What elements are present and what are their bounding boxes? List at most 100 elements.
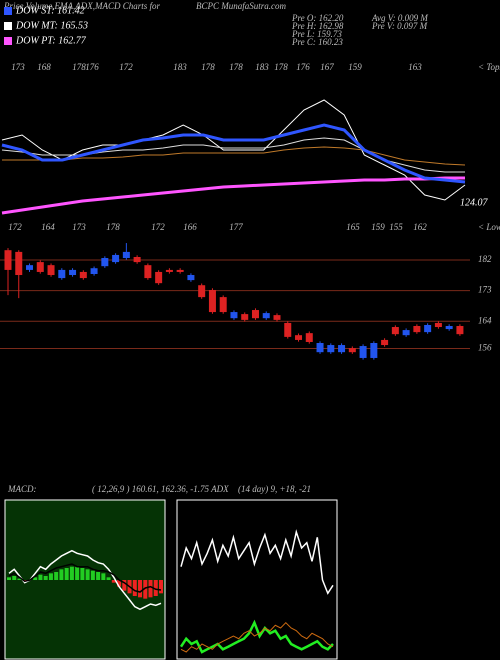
macd-bar: [43, 576, 48, 580]
candle-body: [155, 271, 163, 284]
top-label: 163: [408, 62, 422, 72]
low-label: 172: [8, 222, 22, 232]
candle-body: [445, 326, 453, 330]
legend-label: DOW PT: 162.77: [15, 35, 87, 46]
macd-bar: [117, 580, 122, 587]
macd-bar: [80, 568, 85, 580]
candle-body: [187, 275, 195, 281]
candle-body: [144, 265, 152, 279]
macd-bar: [122, 580, 127, 591]
candle-body: [241, 314, 249, 320]
level-label: 156: [478, 343, 492, 353]
macd-bar: [75, 566, 80, 580]
legend-label: DOW MT: 165.53: [15, 20, 88, 31]
candle-body: [122, 251, 130, 259]
candle-body: [15, 251, 23, 276]
top-label: 183: [173, 62, 187, 72]
candle-body: [295, 335, 303, 340]
macd-bar: [90, 570, 95, 580]
candle-body: [230, 312, 238, 319]
legend-swatch: [4, 37, 12, 45]
site-name: BCPC MunafaSutra.com: [196, 1, 286, 11]
candle-body: [208, 289, 216, 313]
candle-body: [165, 269, 173, 272]
info-text: Pre L: 159.73: [291, 29, 342, 39]
low-label: 159: [371, 222, 385, 232]
macd-bar: [12, 576, 17, 580]
info-text: Pre V: 0.097 M: [371, 21, 428, 31]
top-label: 183: [255, 62, 269, 72]
page-title: Price,Volume,EMA,ADX,MACD Charts for: [3, 1, 160, 11]
low-label: 178: [106, 222, 120, 232]
candle-body: [79, 271, 87, 279]
info-text: Pre O: 162.20: [291, 13, 344, 23]
candle-body: [338, 345, 346, 353]
top-label: 176: [85, 62, 99, 72]
candle-body: [112, 254, 120, 263]
macd-bar: [132, 580, 137, 596]
candle-body: [456, 326, 464, 335]
candle-body: [90, 268, 98, 274]
legend-swatch: [4, 7, 12, 15]
candle-body: [47, 265, 55, 276]
macd-bar: [111, 580, 116, 583]
low-label: 166: [183, 222, 197, 232]
top-label: 178: [201, 62, 215, 72]
candle-body: [219, 297, 227, 313]
candle-body: [391, 327, 399, 335]
macd-bar: [159, 580, 163, 594]
top-label: 178: [274, 62, 288, 72]
legend-swatch: [4, 22, 12, 30]
candle-body: [434, 322, 442, 328]
adx-title: (14 day) 9, +18, -21: [238, 484, 311, 494]
low-label: 172: [151, 222, 165, 232]
adx-line: [180, 529, 334, 595]
macd-bar: [69, 566, 74, 580]
low-label: 162: [413, 222, 427, 232]
top-label: 178: [72, 62, 86, 72]
low-label: 177: [229, 222, 243, 232]
low-label: 165: [346, 222, 360, 232]
low-label: 164: [41, 222, 55, 232]
ema-line: [1, 123, 466, 184]
macd-line: [8, 549, 162, 611]
candle-body: [26, 265, 34, 270]
candle-body: [4, 250, 12, 270]
candle-body: [101, 258, 109, 267]
macd-bar: [33, 577, 38, 580]
macd-bar: [101, 573, 106, 580]
macd-line: [8, 563, 162, 593]
candle-body: [305, 333, 313, 342]
macd-bar: [59, 569, 64, 580]
candle-body: [413, 326, 421, 333]
top-label: 178: [229, 62, 243, 72]
lows-label: < Lows: [478, 222, 500, 232]
candle-body: [381, 339, 389, 346]
macd-bar: [85, 569, 90, 580]
top-label: 167: [320, 62, 334, 72]
macd-subtitle: ( 12,26,9 ) 160.61, 162.36, -1.75 ADX: [92, 484, 229, 494]
ema-line: [1, 176, 465, 215]
tops-label: < Tops: [478, 62, 500, 72]
top-label: 172: [119, 62, 133, 72]
macd-bar: [143, 580, 148, 599]
candle-body: [284, 322, 292, 337]
top-label: 159: [348, 62, 362, 72]
macd-bar: [54, 572, 59, 580]
macd-bar: [7, 577, 11, 580]
adx-line: [180, 621, 334, 653]
info-text: Pre H: 162.98: [291, 21, 344, 31]
info-text: Avg V: 0.009 M: [371, 13, 428, 23]
macd-bar: [106, 577, 111, 580]
candle-body: [359, 346, 367, 358]
candle-body: [262, 313, 270, 319]
level-label: 173: [478, 285, 492, 295]
candle-body: [58, 269, 66, 279]
candle-body: [327, 345, 335, 353]
macd-bar: [38, 574, 43, 580]
top-label: 168: [37, 62, 51, 72]
macd-bar: [138, 580, 143, 598]
candle-body: [251, 310, 259, 319]
macd-bar: [96, 572, 101, 580]
